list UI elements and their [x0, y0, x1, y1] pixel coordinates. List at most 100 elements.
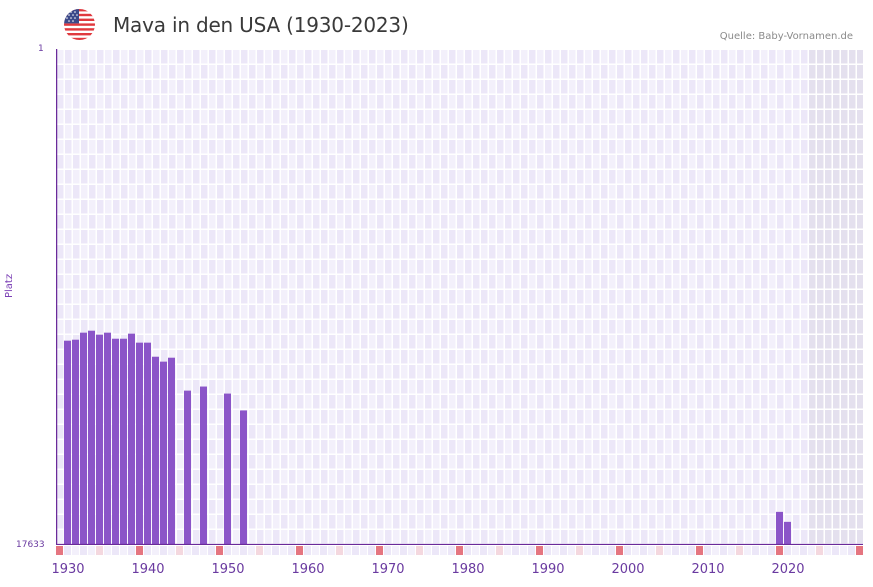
- year-cell: [152, 546, 159, 555]
- decade-marker: [456, 546, 463, 555]
- bar-1930: [64, 340, 71, 545]
- bar-1932: [80, 332, 87, 545]
- half-decade-marker: [816, 546, 823, 555]
- year-cell: [88, 546, 95, 555]
- half-decade-marker: [336, 546, 343, 555]
- year-cell: [688, 546, 695, 555]
- year-cell: [712, 546, 719, 555]
- decade-marker: [536, 546, 543, 555]
- year-cell: [272, 546, 279, 555]
- year-cell: [728, 546, 735, 555]
- year-cell: [520, 546, 527, 555]
- decade-marker: [376, 546, 383, 555]
- bar-1943: [168, 357, 175, 545]
- year-cell: [552, 546, 559, 555]
- y-tick-top: 1: [38, 44, 44, 54]
- bar-1931: [72, 339, 79, 545]
- decade-marker: [136, 546, 143, 555]
- year-cell: [320, 546, 327, 555]
- decade-marker: [696, 546, 703, 555]
- bar-1937: [120, 338, 127, 545]
- bar-1950: [224, 393, 231, 545]
- year-cell: [72, 546, 79, 555]
- x-tick-2010: 2010: [691, 562, 725, 577]
- year-cell: [240, 546, 247, 555]
- year-cell: [264, 546, 271, 555]
- year-cell: [824, 546, 831, 555]
- decade-marker: [856, 546, 863, 555]
- year-cell: [280, 546, 287, 555]
- year-cell: [720, 546, 727, 555]
- bar-1938: [128, 333, 135, 545]
- year-cell: [80, 546, 87, 555]
- half-decade-marker: [656, 546, 663, 555]
- year-cell: [480, 546, 487, 555]
- x-tick-1960: 1960: [291, 562, 325, 577]
- bar-1939: [136, 342, 143, 545]
- year-cell: [128, 546, 135, 555]
- bar-2019: [776, 511, 783, 545]
- decade-marker: [776, 546, 783, 555]
- bar-1947: [200, 386, 207, 545]
- year-cell: [624, 546, 631, 555]
- year-cell: [672, 546, 679, 555]
- bar-1936: [112, 338, 119, 545]
- year-cell: [352, 546, 359, 555]
- year-cell: [248, 546, 255, 555]
- year-cell: [584, 546, 591, 555]
- year-cell: [544, 546, 551, 555]
- year-cell: [200, 546, 207, 555]
- decade-marker: [296, 546, 303, 555]
- bar-1945: [184, 390, 191, 545]
- half-decade-marker: [256, 546, 263, 555]
- year-cell: [144, 546, 151, 555]
- year-cell: [472, 546, 479, 555]
- year-cell: [488, 546, 495, 555]
- year-cell: [504, 546, 511, 555]
- year-cell: [120, 546, 127, 555]
- year-cell: [600, 546, 607, 555]
- year-cell: [400, 546, 407, 555]
- year-cell: [608, 546, 615, 555]
- year-cell: [648, 546, 655, 555]
- chart-title: Mava in den USA (1930-2023): [113, 13, 409, 37]
- year-cell: [192, 546, 199, 555]
- x-tick-2020: 2020: [771, 562, 805, 577]
- x-tick-1950: 1950: [211, 562, 245, 577]
- year-cell: [368, 546, 375, 555]
- decade-marker: [56, 546, 63, 555]
- year-cell: [592, 546, 599, 555]
- x-tick-1980: 1980: [451, 562, 485, 577]
- y-axis-title: Platz: [4, 273, 15, 298]
- year-cell: [64, 546, 71, 555]
- bar-1935: [104, 332, 111, 545]
- year-cell: [304, 546, 311, 555]
- decade-marker: [616, 546, 623, 555]
- year-cell: [104, 546, 111, 555]
- x-tick-1940: 1940: [131, 562, 165, 577]
- year-cell: [232, 546, 239, 555]
- bar-1934: [96, 334, 103, 545]
- year-cell: [632, 546, 639, 555]
- half-decade-marker: [496, 546, 503, 555]
- year-cell: [512, 546, 519, 555]
- year-cell: [744, 546, 751, 555]
- year-cell: [528, 546, 535, 555]
- bar-1941: [152, 356, 159, 545]
- year-cell: [328, 546, 335, 555]
- x-tick-1970: 1970: [371, 562, 405, 577]
- year-cell: [784, 546, 791, 555]
- year-cell: [808, 546, 815, 555]
- year-cell: [752, 546, 759, 555]
- year-cell: [360, 546, 367, 555]
- year-cell: [440, 546, 447, 555]
- year-cell: [568, 546, 575, 555]
- year-cell: [760, 546, 767, 555]
- year-cell: [448, 546, 455, 555]
- year-cell: [640, 546, 647, 555]
- year-cell: [464, 546, 471, 555]
- year-cell: [168, 546, 175, 555]
- year-cell: [408, 546, 415, 555]
- year-cell: [560, 546, 567, 555]
- year-cell: [680, 546, 687, 555]
